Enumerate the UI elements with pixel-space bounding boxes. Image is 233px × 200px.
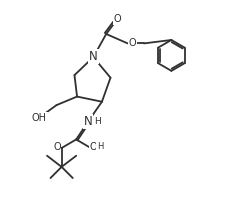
Text: O: O [113, 14, 121, 24]
Text: O: O [53, 142, 61, 152]
Text: OH: OH [32, 113, 47, 123]
Text: N: N [89, 50, 98, 63]
Text: H: H [97, 142, 103, 151]
Text: H: H [94, 117, 101, 126]
Text: N: N [83, 115, 92, 128]
Text: O: O [89, 142, 97, 152]
Text: O: O [129, 38, 136, 48]
